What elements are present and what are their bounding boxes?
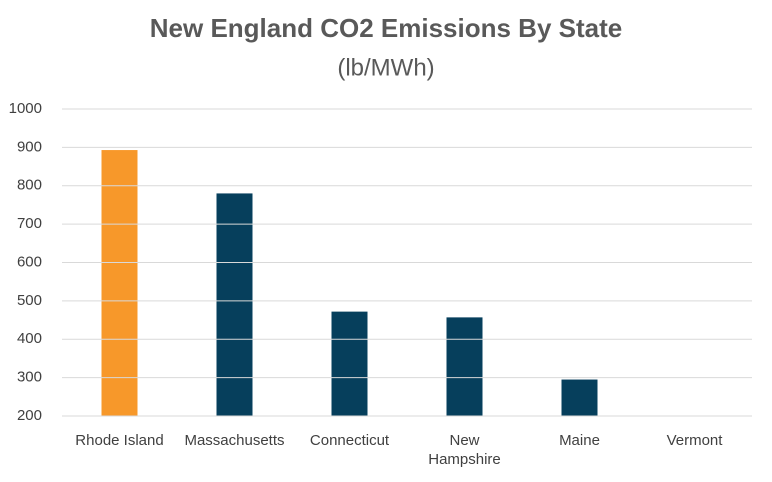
x-tick-label: New Hampshire bbox=[428, 432, 501, 468]
plot-area bbox=[101, 150, 598, 416]
x-tick-label: Maine bbox=[559, 432, 600, 449]
y-tick-label: 800 bbox=[17, 177, 42, 194]
y-tick-label: 600 bbox=[17, 253, 42, 270]
bar bbox=[446, 317, 483, 416]
bar bbox=[561, 379, 598, 416]
x-tick-label: Rhode Island bbox=[75, 432, 164, 449]
y-tick-label: 500 bbox=[17, 292, 42, 309]
y-tick-label: 300 bbox=[17, 369, 42, 386]
x-tick-label: Massachusetts bbox=[184, 432, 285, 449]
x-tick-label: Connecticut bbox=[309, 432, 390, 449]
x-tick-label: Vermont bbox=[666, 432, 723, 449]
chart-subtitle: (lb/MWh) bbox=[337, 54, 434, 81]
bar bbox=[216, 193, 253, 416]
bar bbox=[331, 311, 368, 416]
y-tick-label: 1000 bbox=[9, 100, 42, 117]
y-tick-label: 700 bbox=[17, 215, 42, 232]
y-tick-label: 400 bbox=[17, 330, 42, 347]
y-tick-label: 200 bbox=[17, 407, 42, 424]
bar bbox=[101, 150, 138, 416]
chart-title: New England CO2 Emissions By State bbox=[150, 13, 622, 43]
y-tick-label: 900 bbox=[17, 138, 42, 155]
